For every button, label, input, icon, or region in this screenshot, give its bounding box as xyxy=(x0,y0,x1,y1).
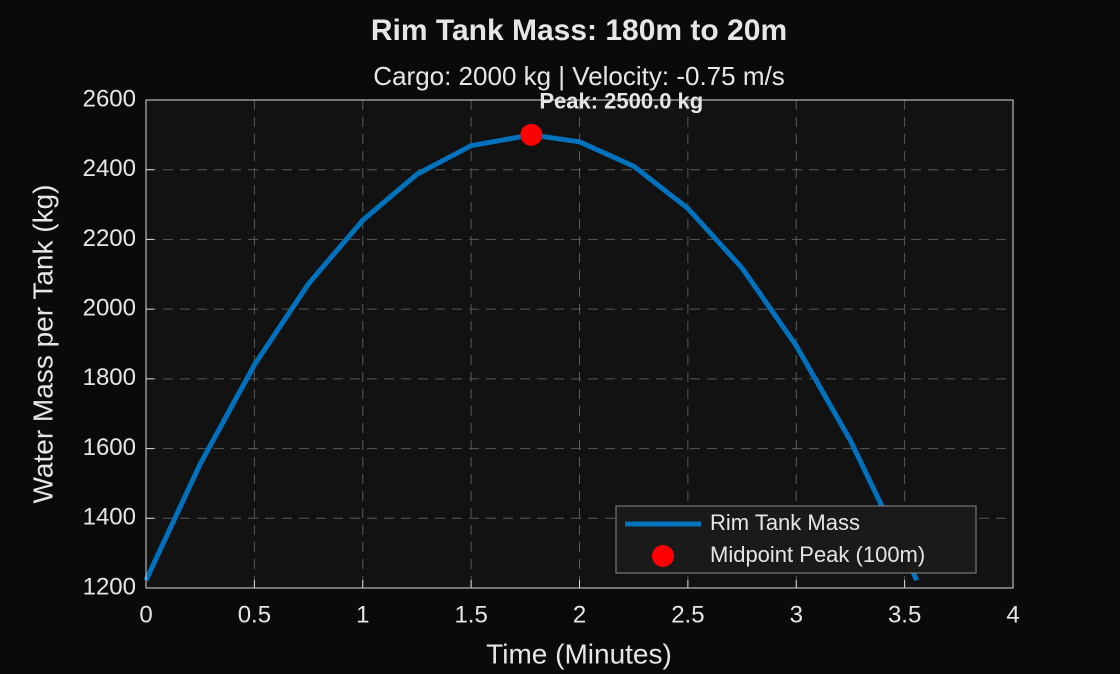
legend-box xyxy=(615,505,977,574)
x-tick-label: 3.5 xyxy=(888,601,921,628)
x-tick-label: 4 xyxy=(1006,601,1019,628)
x-tick-label: 1.5 xyxy=(454,601,487,628)
x-tick-label: 1 xyxy=(356,601,369,628)
y-tick-label: 1800 xyxy=(83,364,136,391)
chart-title: Rim Tank Mass: 180m to 20m xyxy=(371,14,787,47)
x-tick-label: 3 xyxy=(790,601,803,628)
legend-label: Midpoint Peak (100m) xyxy=(710,542,925,567)
x-tick-label: 2.5 xyxy=(671,601,704,628)
x-tick-label: 0 xyxy=(139,601,152,628)
annotation: Peak: 2500.0 kg xyxy=(539,89,703,114)
y-tick-label: 2000 xyxy=(83,294,136,321)
x-axis-label: Time (Minutes) xyxy=(486,638,672,669)
legend-swatch xyxy=(652,545,674,567)
y-tick-label: 2400 xyxy=(83,155,136,182)
y-axis-label: Water Mass per Tank (kg) xyxy=(27,185,58,504)
x-tick-label: 0.5 xyxy=(238,601,271,628)
legend: Rim Tank Mass Midpoint Peak (100m) xyxy=(615,505,977,574)
chart-subtitle: Cargo: 2000 kg | Velocity: -0.75 m/s xyxy=(373,61,784,91)
x-tick-label: 2 xyxy=(573,601,586,628)
marks: Peak: 2500.0 kg xyxy=(143,89,919,582)
legend-label: Rim Tank Mass xyxy=(710,510,860,535)
data-line xyxy=(143,132,919,582)
y-tick-label: 1600 xyxy=(83,434,136,461)
y-tick-label: 1400 xyxy=(83,504,136,531)
y-tick-label: 2200 xyxy=(83,225,136,252)
y-tick-label: 1200 xyxy=(83,573,136,600)
axes-box xyxy=(145,99,1014,589)
peak-marker xyxy=(520,123,543,146)
y-tick-label: 2600 xyxy=(83,85,136,112)
